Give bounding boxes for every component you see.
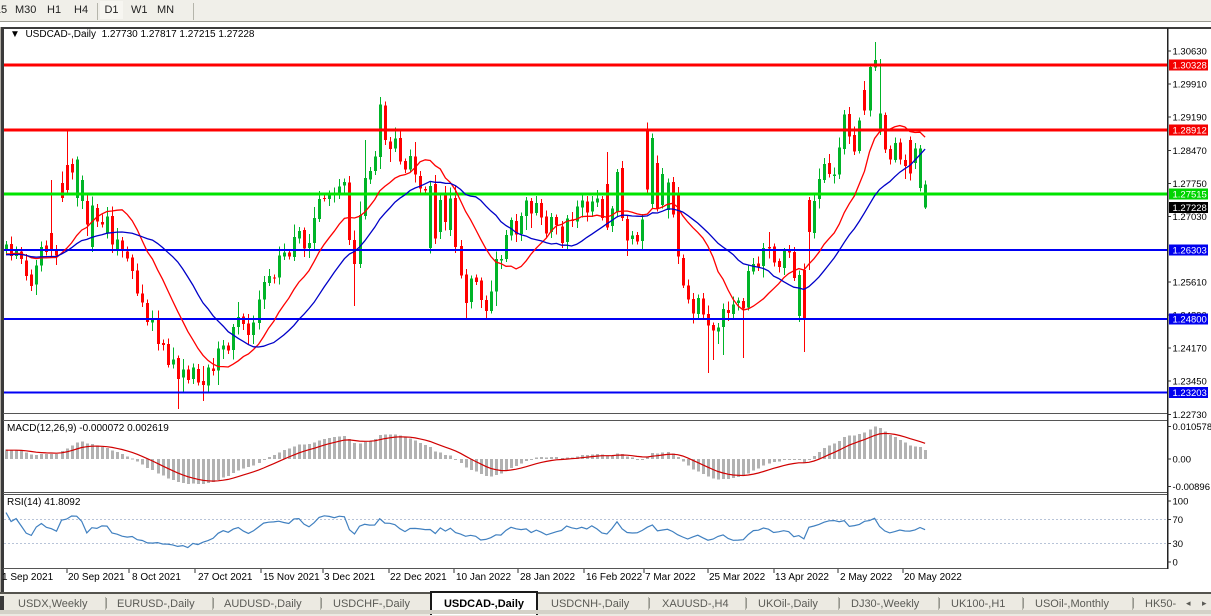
svg-text:1.29910: 1.29910 xyxy=(1173,80,1207,91)
svg-text:7 Mar 2022: 7 Mar 2022 xyxy=(645,572,696,583)
svg-text:1.27228: 1.27228 xyxy=(1173,203,1207,214)
svg-text:1.23450: 1.23450 xyxy=(1173,377,1207,388)
svg-text:16 Feb 2022: 16 Feb 2022 xyxy=(586,572,643,583)
svg-text:3 Dec 2021: 3 Dec 2021 xyxy=(324,572,376,583)
svg-text:▼ USDCAD-,Daily 1.27730 1.27: ▼ USDCAD-,Daily 1.27730 1.27817 1.27215 … xyxy=(10,29,255,40)
svg-text:8 Oct 2021: 8 Oct 2021 xyxy=(132,572,181,583)
svg-text:1.30630: 1.30630 xyxy=(1173,46,1207,57)
svg-text:22 Dec 2021: 22 Dec 2021 xyxy=(390,572,447,583)
svg-text:25 Mar 2022: 25 Mar 2022 xyxy=(709,572,766,583)
svg-text:1.25610: 1.25610 xyxy=(1173,277,1207,288)
svg-text:1.22730: 1.22730 xyxy=(1173,410,1207,421)
svg-text:0: 0 xyxy=(1173,558,1178,569)
svg-text:27 Oct 2021: 27 Oct 2021 xyxy=(198,572,253,583)
svg-text:1 Sep 2021: 1 Sep 2021 xyxy=(2,572,54,583)
svg-text:20 May 2022: 20 May 2022 xyxy=(904,572,962,583)
svg-text:1.24170: 1.24170 xyxy=(1173,344,1207,355)
svg-text:2 May 2022: 2 May 2022 xyxy=(840,572,893,583)
svg-text:MACD(12,26,9) -0.000072 0.0026: MACD(12,26,9) -0.000072 0.002619 xyxy=(7,423,169,434)
svg-text:1.27515: 1.27515 xyxy=(1173,190,1207,201)
svg-text:15 Nov 2021: 15 Nov 2021 xyxy=(263,572,320,583)
svg-text:1.24800: 1.24800 xyxy=(1173,315,1207,326)
svg-text:1.29190: 1.29190 xyxy=(1173,113,1207,124)
svg-text:RSI(14) 41.8092: RSI(14) 41.8092 xyxy=(7,497,81,508)
svg-text:1.28912: 1.28912 xyxy=(1173,125,1207,136)
svg-text:30: 30 xyxy=(1173,539,1184,550)
svg-text:0.010578: 0.010578 xyxy=(1173,422,1211,433)
svg-text:1.30328: 1.30328 xyxy=(1173,60,1207,71)
svg-text:70: 70 xyxy=(1173,515,1184,526)
svg-text:1.26303: 1.26303 xyxy=(1173,245,1207,256)
svg-text:0.00: 0.00 xyxy=(1173,455,1192,466)
svg-text:100: 100 xyxy=(1173,497,1189,508)
svg-text:1.27750: 1.27750 xyxy=(1173,179,1207,190)
svg-text:-0.00896: -0.00896 xyxy=(1173,482,1211,493)
svg-text:1.23203: 1.23203 xyxy=(1173,388,1207,399)
svg-text:1.28470: 1.28470 xyxy=(1173,146,1207,157)
svg-text:28 Jan 2022: 28 Jan 2022 xyxy=(520,572,575,583)
svg-text:20 Sep 2021: 20 Sep 2021 xyxy=(68,572,125,583)
svg-text:13 Apr 2022: 13 Apr 2022 xyxy=(775,572,829,583)
svg-text:10 Jan 2022: 10 Jan 2022 xyxy=(456,572,511,583)
